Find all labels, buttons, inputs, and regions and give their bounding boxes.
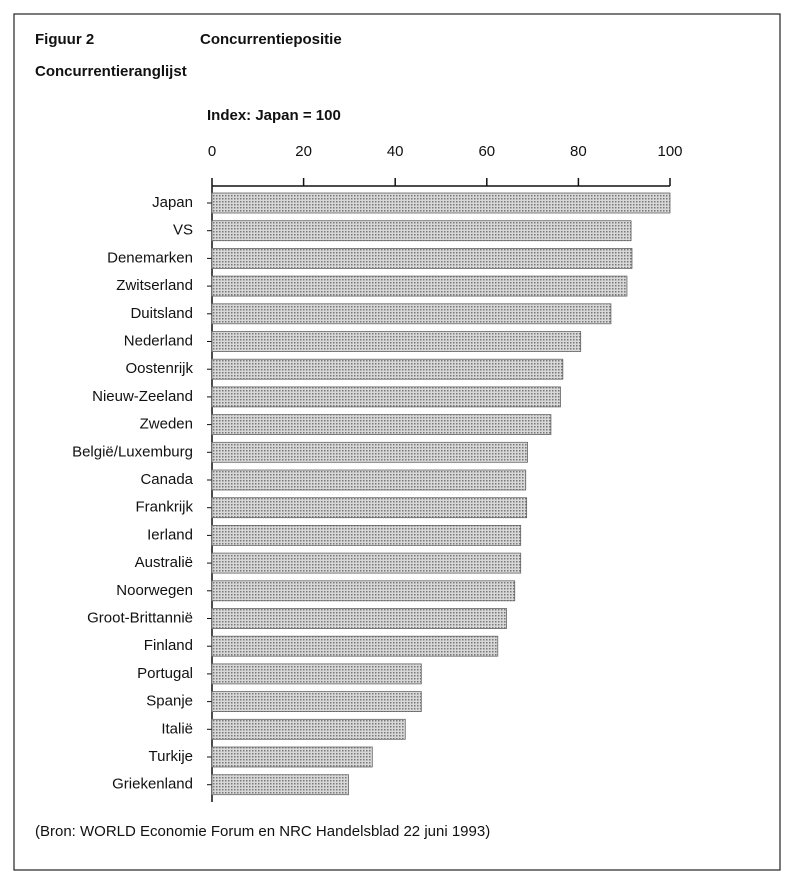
bar xyxy=(211,552,522,574)
chart-title: Concurrentiepositie xyxy=(200,31,342,48)
x-tick-label: 80 xyxy=(570,143,587,160)
bar xyxy=(211,303,612,325)
bar xyxy=(211,331,582,352)
y-tick-label: Finland xyxy=(144,637,193,654)
y-tick-label: Spanje xyxy=(146,693,193,710)
chart-subtitle: Concurrentieranglijst xyxy=(35,63,187,80)
y-tick-label: Oostenrijk xyxy=(125,360,193,377)
y-tick-label: Zwitserland xyxy=(116,277,193,294)
bar xyxy=(211,469,527,491)
y-tick-label: Groot-Brittannië xyxy=(87,609,193,626)
bar xyxy=(211,718,406,740)
y-tick-label: Japan xyxy=(152,194,193,211)
x-tick-label: 40 xyxy=(387,143,404,160)
bar xyxy=(211,746,373,768)
y-tick-label: Turkije xyxy=(149,748,193,765)
x-tick-label: 0 xyxy=(208,143,216,160)
frame xyxy=(13,13,781,871)
y-tick-label: Noorwegen xyxy=(116,582,193,599)
y-tick-label: België/Luxemburg xyxy=(72,443,193,460)
bar xyxy=(211,580,516,602)
y-tick-label: Italië xyxy=(161,720,193,737)
bar xyxy=(211,441,528,463)
bar xyxy=(211,497,528,519)
y-tick-label: VS xyxy=(173,222,193,239)
y-tick-label: Frankrijk xyxy=(135,499,193,516)
y-tick-label: Duitsland xyxy=(130,305,193,322)
axis-label: Index: Japan = 100 xyxy=(207,107,341,124)
y-tick-label: Australië xyxy=(135,554,193,571)
y-tick-label: Denemarken xyxy=(107,249,193,266)
x-tick-label: 60 xyxy=(478,143,495,160)
bar xyxy=(211,635,499,657)
bar xyxy=(211,525,522,546)
x-tick-label: 20 xyxy=(295,143,312,160)
y-tick-label: Griekenland xyxy=(112,776,193,793)
bar xyxy=(211,691,422,712)
bar xyxy=(211,358,564,380)
y-tick-label: Portugal xyxy=(137,665,193,682)
figure-label: Figuur 2 xyxy=(35,31,94,48)
bar xyxy=(211,275,628,297)
bar xyxy=(211,220,632,242)
y-tick-label: Zweden xyxy=(140,416,193,433)
bar xyxy=(211,774,349,796)
y-tick-label: Ierland xyxy=(147,526,193,543)
bar xyxy=(211,414,552,436)
y-tick-label: Nieuw-Zeeland xyxy=(92,388,193,405)
bar xyxy=(211,608,507,629)
y-tick-label: Nederland xyxy=(124,332,193,349)
x-tick-label: 100 xyxy=(657,143,682,160)
y-tick-label: Canada xyxy=(140,471,193,488)
source: (Bron: WORLD Economie Forum en NRC Hande… xyxy=(35,823,490,840)
bar xyxy=(211,192,671,214)
bar xyxy=(211,386,561,408)
bar xyxy=(211,247,633,269)
bar xyxy=(211,663,422,685)
